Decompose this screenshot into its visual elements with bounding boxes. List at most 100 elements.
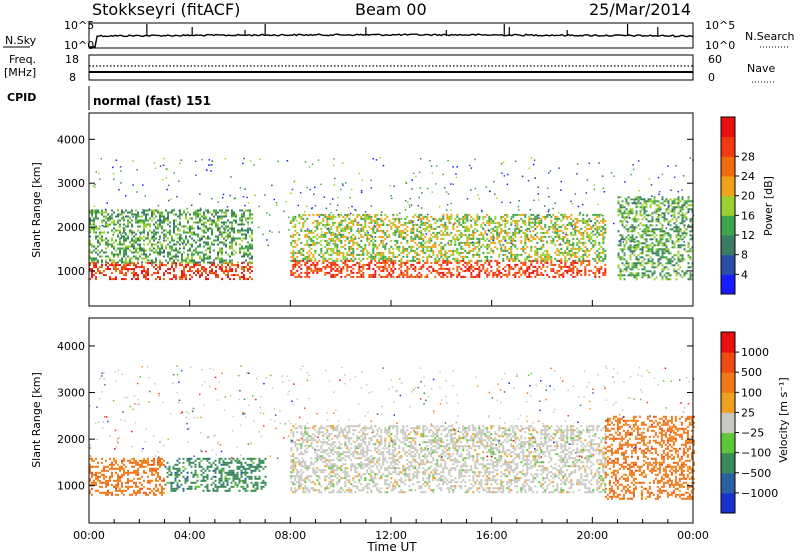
power-cell: [348, 225, 351, 228]
power-cell: [633, 198, 636, 201]
power-cell: [121, 268, 123, 271]
power-cell: [183, 270, 185, 273]
velocity-cell: [97, 489, 99, 492]
power-cell: [442, 213, 445, 216]
power-speckle: [534, 177, 536, 179]
power-cell: [546, 251, 549, 254]
power-cell: [340, 271, 343, 274]
power-cell: [466, 241, 469, 244]
power-cell: [572, 267, 575, 270]
power-cell: [231, 270, 233, 273]
power-cell: [572, 251, 575, 254]
power-cell: [159, 223, 161, 226]
power-cell: [402, 223, 405, 226]
power-cell: [508, 257, 511, 260]
power-cell: [394, 223, 397, 226]
power-cell: [147, 274, 149, 277]
power-cell: [147, 255, 149, 258]
power-cell: [504, 249, 507, 252]
power-cell: [653, 272, 656, 275]
power-cell: [526, 229, 529, 232]
power-cell: [376, 253, 379, 256]
power-speckle: [404, 209, 407, 211]
power-cell: [161, 227, 163, 230]
power-cell: [663, 220, 666, 223]
power-cell: [348, 239, 351, 242]
power-cell: [520, 239, 523, 242]
power-cell: [195, 261, 197, 264]
power-cell: [641, 256, 644, 259]
power-cell: [412, 255, 415, 258]
power-cell: [424, 261, 427, 264]
power-cell: [400, 241, 403, 244]
power-cell: [320, 239, 323, 242]
power-cell: [328, 253, 331, 256]
power-speckle: [269, 230, 271, 232]
power-cell: [538, 213, 541, 216]
power-cell: [342, 215, 345, 218]
power-cell: [576, 243, 579, 246]
power-cell: [318, 235, 321, 238]
power-cell: [426, 221, 429, 224]
power-cell: [187, 270, 189, 273]
power-cell: [171, 255, 173, 258]
power-cell: [653, 236, 656, 239]
power-speckle: [409, 197, 411, 200]
power-cell: [572, 261, 575, 264]
power-cell: [187, 249, 189, 252]
power-speckle: [587, 224, 590, 227]
power-cell: [512, 273, 515, 276]
power-cell: [294, 215, 297, 218]
power-cell: [322, 219, 325, 222]
power-cell: [119, 241, 121, 244]
power-cbar-tick-label: 4: [741, 268, 748, 281]
power-cell: [394, 267, 397, 270]
power-cell: [209, 255, 211, 258]
power-speckle: [98, 228, 101, 230]
power-cell: [183, 225, 185, 228]
power-cell: [681, 232, 684, 235]
power-cell: [91, 274, 93, 277]
power-cell: [197, 211, 199, 214]
power-cell: [125, 237, 127, 240]
power-cell: [418, 267, 421, 270]
power-cell: [364, 263, 367, 266]
power-cell: [340, 221, 343, 224]
power-cell: [675, 206, 678, 209]
power-cell: [420, 265, 423, 268]
power-cell: [368, 215, 371, 218]
power-cell: [163, 264, 165, 267]
power-cell: [669, 236, 672, 239]
power-cell: [432, 267, 435, 270]
velocity-cell: [89, 471, 91, 474]
power-cell: [442, 215, 445, 218]
power-cell: [496, 221, 499, 224]
power-cell: [516, 225, 519, 228]
power-cell: [111, 278, 113, 281]
power-cell: [404, 269, 407, 272]
power-speckle: [166, 188, 168, 191]
power-cell: [149, 253, 151, 256]
velocity-cell: [91, 465, 93, 468]
power-cell: [95, 247, 97, 250]
power-cell: [560, 257, 563, 260]
power-cell: [671, 264, 674, 267]
power-speckle: [121, 232, 124, 235]
power-speckle: [471, 241, 474, 243]
power-cell: [456, 219, 459, 222]
power-cell: [564, 215, 567, 218]
power-cell: [663, 252, 666, 255]
power-cell: [332, 215, 335, 218]
power-cell: [592, 257, 595, 260]
power-cell: [113, 268, 115, 271]
power-cell: [125, 278, 127, 281]
power-cell: [596, 215, 599, 218]
power-cell: [336, 273, 339, 276]
power-cell: [105, 215, 107, 218]
power-cell: [167, 223, 169, 226]
power-cell: [671, 214, 674, 217]
power-cell: [619, 208, 622, 211]
power-cell: [450, 271, 453, 274]
power-cell: [147, 223, 149, 226]
